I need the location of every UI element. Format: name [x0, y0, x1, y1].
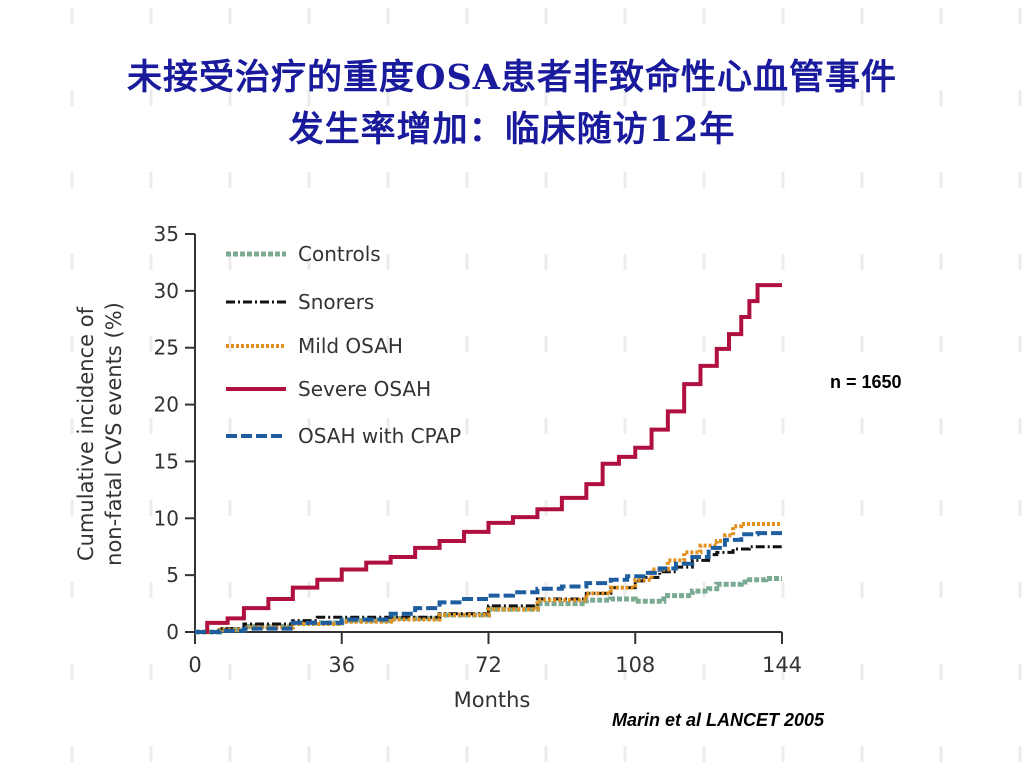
- y-tick-label: 0: [166, 620, 179, 644]
- series-line-severe-osah: [195, 283, 782, 634]
- series-line-osah-with-cpap: [195, 531, 782, 634]
- citation: Marin et al LANCET 2005: [612, 710, 825, 730]
- x-tick-label: 0: [188, 653, 201, 677]
- series-lines: [195, 283, 782, 635]
- x-tick-label: 72: [475, 653, 502, 677]
- sample-size-note: n = 1650: [830, 372, 902, 392]
- y-tick-label: 35: [154, 222, 179, 246]
- slide-title-line-2: 发生率增加：临床随访12年: [288, 109, 736, 150]
- y-tick-label: 5: [166, 563, 179, 587]
- y-axis-ticks: 0 5 10 15 20 25 30 35: [154, 222, 195, 644]
- x-tick-label: 144: [762, 653, 802, 677]
- y-tick-label: 20: [154, 393, 179, 417]
- legend-label: Severe OSAH: [298, 377, 431, 401]
- legend-label: Mild OSAH: [298, 334, 403, 358]
- series-line-snorers: [195, 545, 782, 634]
- x-tick-label: 108: [615, 653, 655, 677]
- series-line-mild-osah: [195, 521, 782, 634]
- y-tick-label: 15: [154, 449, 179, 473]
- y-axis-label-line-2: non-fatal CVS events (%): [102, 302, 126, 566]
- x-axis-ticks: 0 36 72 108 144: [188, 632, 802, 677]
- y-tick-label: 30: [154, 279, 179, 303]
- legend-label: Controls: [298, 242, 381, 266]
- y-tick-label: 25: [154, 336, 179, 360]
- y-tick-label: 10: [154, 506, 179, 530]
- slide-title-line-1: 未接受治疗的重度OSA患者非致命性心血管事件: [127, 57, 897, 98]
- slide-title: 未接受治疗的重度OSA患者非致命性心血管事件 发生率增加：临床随访12年: [20, 52, 1004, 156]
- y-axis-label-line-1: Cumulative incidence of: [74, 306, 98, 561]
- x-axis-label: Months: [454, 688, 531, 712]
- legend-label: Snorers: [298, 290, 374, 314]
- chart-legend: Controls Snorers Mild OSAH Severe OSAH OSAH …: [226, 242, 461, 448]
- legend-label: OSAH with CPAP: [298, 424, 461, 448]
- x-tick-label: 36: [328, 653, 355, 677]
- chart-axes: [194, 234, 782, 633]
